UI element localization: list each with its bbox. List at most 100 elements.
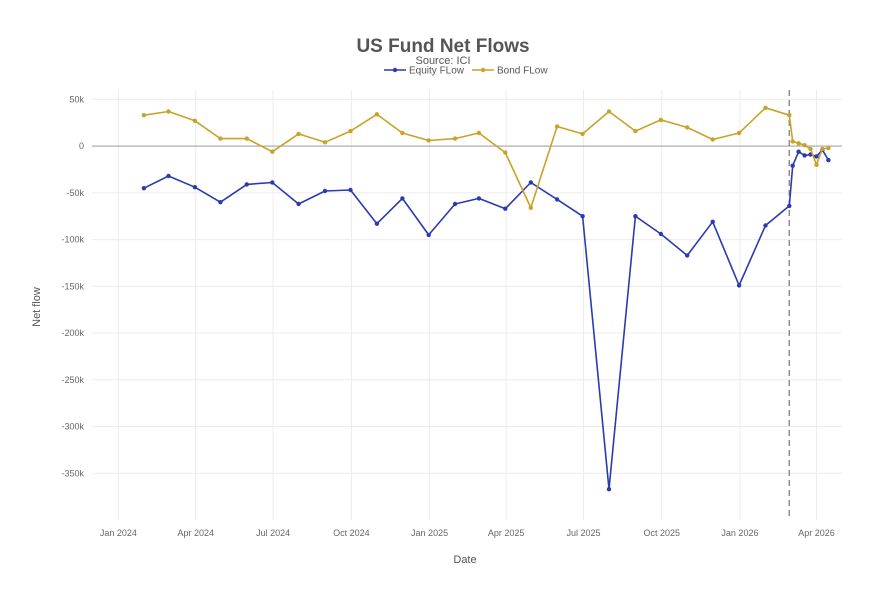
data-point[interactable] (736, 283, 742, 288)
x-tick-label: Jan 2024 (100, 528, 137, 538)
y-tick-label: 50k (69, 94, 84, 104)
data-point[interactable] (633, 214, 638, 219)
x-tick-label: Jul 2024 (256, 528, 290, 538)
data-point[interactable] (658, 117, 664, 123)
data-point[interactable] (796, 141, 801, 146)
data-point[interactable] (736, 130, 742, 136)
legend-item-equity[interactable]: Equity FLow (384, 66, 465, 77)
y-axis-title: Net flow (31, 287, 43, 327)
x-axis-title: Date (453, 554, 476, 566)
data-point[interactable] (192, 118, 198, 124)
data-point[interactable] (606, 487, 612, 492)
data-point[interactable] (192, 185, 198, 190)
x-tick-label: Apr 2025 (488, 528, 525, 538)
x-tick-label: Apr 2026 (798, 528, 835, 538)
y-axis-ticks: 50k 0 -50k -100k -150k -200k -250k -300k -350k (61, 94, 84, 478)
data-point[interactable] (580, 214, 585, 219)
x-tick-label: Apr 2024 (177, 528, 214, 538)
chart-subtitle: Source: ICI (415, 55, 470, 67)
data-point[interactable] (244, 136, 249, 141)
data-point[interactable] (606, 109, 612, 114)
data-point[interactable] (348, 128, 353, 134)
series-bond (141, 105, 831, 210)
data-point[interactable] (452, 136, 458, 141)
data-point[interactable] (826, 157, 831, 163)
data-point[interactable] (808, 146, 813, 152)
data-point[interactable] (322, 140, 328, 145)
data-point[interactable] (796, 149, 801, 154)
data-point[interactable] (476, 130, 482, 136)
data-point[interactable] (218, 200, 223, 205)
y-tick-label: -300k (61, 422, 84, 432)
data-point[interactable] (374, 221, 380, 226)
data-point[interactable] (763, 105, 768, 111)
data-point[interactable] (476, 196, 482, 201)
data-point[interactable] (426, 138, 431, 143)
data-point[interactable] (528, 180, 533, 185)
data-point[interactable] (790, 139, 795, 144)
data-point[interactable] (814, 154, 819, 159)
data-point[interactable] (802, 143, 807, 148)
data-point[interactable] (270, 180, 275, 185)
data-point[interactable] (218, 136, 223, 141)
data-point[interactable] (296, 131, 301, 137)
data-point[interactable] (710, 137, 715, 142)
legend-item-bond[interactable]: Bond FLow (472, 66, 548, 77)
data-point[interactable] (400, 130, 405, 136)
x-tick-label: Oct 2024 (333, 528, 370, 538)
data-point[interactable] (322, 188, 328, 194)
y-tick-label: -100k (61, 235, 84, 245)
x-axis-ticks: Jan 2024 Apr 2024 Jul 2024 Oct 2024 Jan 2025… (100, 528, 835, 538)
data-point[interactable] (528, 205, 533, 210)
data-point[interactable] (400, 196, 405, 201)
y-tick-label: -250k (61, 375, 84, 385)
data-point[interactable] (814, 162, 819, 167)
y-tick-label: -200k (61, 328, 84, 338)
series-line (143, 149, 830, 491)
legend-label-bond: Bond FLow (497, 66, 548, 77)
legend: Equity FLow Bond FLow (384, 66, 548, 77)
data-point[interactable] (658, 231, 664, 237)
data-point[interactable] (270, 149, 275, 154)
data-point[interactable] (503, 150, 508, 155)
data-point[interactable] (685, 253, 690, 258)
x-tick-label: Jan 2026 (721, 528, 758, 538)
data-point[interactable] (554, 124, 560, 129)
data-point[interactable] (348, 187, 353, 193)
data-point[interactable] (166, 109, 171, 114)
data-point[interactable] (503, 206, 508, 211)
data-point[interactable] (426, 232, 431, 238)
data-point[interactable] (710, 219, 715, 224)
grid (92, 90, 842, 520)
data-point[interactable] (141, 113, 147, 118)
data-point[interactable] (166, 173, 171, 179)
chart-title: US Fund Net Flows (356, 36, 529, 57)
series-equity (141, 147, 831, 492)
y-tick-label: -50k (66, 188, 84, 198)
data-point[interactable] (633, 128, 638, 134)
data-point[interactable] (244, 182, 249, 187)
data-point[interactable] (685, 125, 690, 130)
x-tick-label: Jul 2025 (566, 528, 600, 538)
y-tick-label: 0 (79, 141, 84, 151)
data-point[interactable] (802, 153, 807, 158)
data-point[interactable] (790, 163, 795, 168)
data-point[interactable] (296, 201, 301, 207)
x-tick-label: Oct 2025 (643, 528, 680, 538)
legend-label-equity: Equity FLow (409, 66, 465, 77)
data-point[interactable] (554, 197, 560, 202)
data-point[interactable] (580, 131, 585, 137)
x-tick-label: Jan 2025 (411, 528, 448, 538)
data-point[interactable] (826, 145, 831, 151)
data-point[interactable] (374, 112, 380, 117)
y-tick-label: -350k (61, 468, 84, 478)
data-point[interactable] (141, 186, 147, 191)
data-point[interactable] (787, 203, 792, 209)
y-tick-label: -150k (61, 281, 84, 291)
data-point[interactable] (820, 146, 825, 152)
data-point[interactable] (763, 223, 768, 228)
data-point[interactable] (452, 201, 458, 207)
data-point[interactable] (787, 113, 792, 118)
series-layer (141, 105, 831, 492)
